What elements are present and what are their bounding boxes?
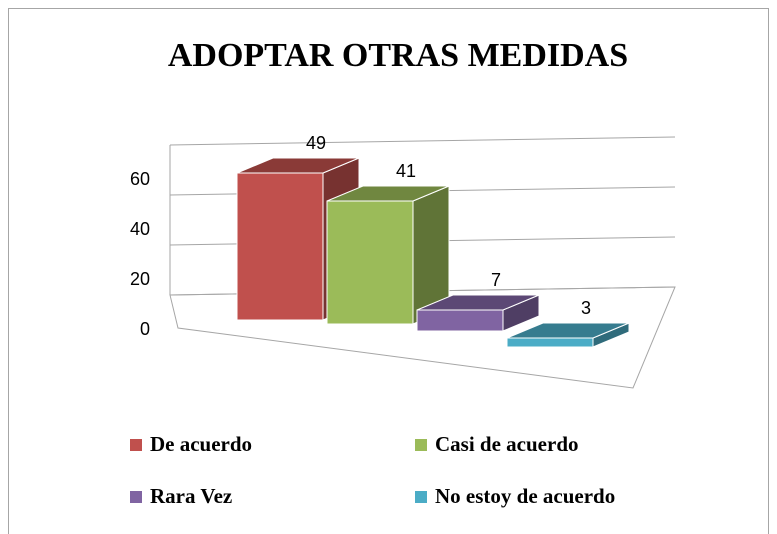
data-label: 49 <box>306 133 326 153</box>
y-tick-label: 20 <box>130 269 150 289</box>
bar-top <box>506 322 630 339</box>
legend-swatch <box>415 491 427 503</box>
legend-swatch <box>130 439 142 451</box>
bar-front <box>326 200 414 325</box>
data-label: 3 <box>581 298 591 318</box>
bar-top <box>416 294 540 311</box>
bar-front <box>416 309 504 332</box>
bar-front <box>506 337 594 348</box>
legend-label: De acuerdo <box>150 432 252 456</box>
y-tick-label: 60 <box>130 169 150 189</box>
bar-top <box>236 157 360 174</box>
y-tick-label: 40 <box>130 219 150 239</box>
legend-label: Rara Vez <box>150 484 232 508</box>
data-label: 41 <box>396 161 416 181</box>
y-tick-label: 0 <box>140 319 150 339</box>
legend-swatch <box>130 491 142 503</box>
legend-label: No estoy de acuerdo <box>435 484 615 508</box>
data-label: 7 <box>491 270 501 290</box>
grid-line <box>169 136 676 146</box>
chart-title: ADOPTAR OTRAS MEDIDAS <box>168 37 628 74</box>
bar-top <box>326 185 450 202</box>
bar-front <box>236 172 324 321</box>
legend-swatch <box>415 439 427 451</box>
legend-label: Casi de acuerdo <box>435 432 579 456</box>
